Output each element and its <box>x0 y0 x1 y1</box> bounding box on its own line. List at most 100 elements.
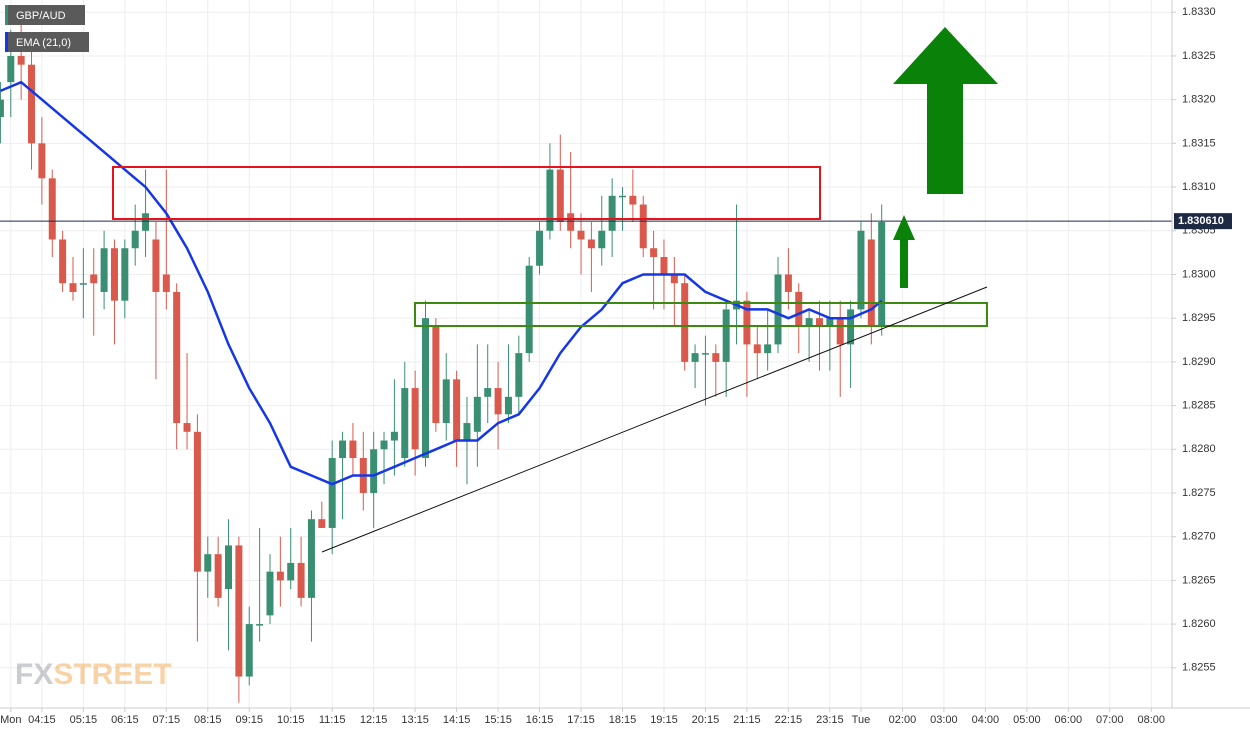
candle-body <box>784 274 792 292</box>
candle-body <box>17 55 25 65</box>
ema-line <box>0 80 883 486</box>
support-zone <box>414 302 988 327</box>
candle-body <box>225 545 233 590</box>
x-tick-label: 14:15 <box>443 714 471 726</box>
candle-body <box>193 431 201 572</box>
candle-body <box>484 388 492 397</box>
candle-body <box>69 283 77 292</box>
candle-body <box>48 178 56 240</box>
x-tick-label: 03:00 <box>930 714 958 726</box>
candle-body <box>307 519 315 598</box>
candle-body <box>214 554 222 598</box>
candle-body <box>691 353 699 362</box>
x-tick-label: 12:15 <box>360 714 388 726</box>
candle-body <box>442 379 450 424</box>
candle-body <box>867 239 875 327</box>
x-tick-label: 05:15 <box>70 714 98 726</box>
x-tick-label: 05:00 <box>1013 714 1041 726</box>
candle-body <box>463 423 471 441</box>
last-price-label: 1.830610 <box>1178 215 1224 227</box>
y-tick-label: 1.8325 <box>1182 50 1216 62</box>
y-tick-label: 1.8300 <box>1182 268 1216 280</box>
legend-swatch <box>5 32 8 52</box>
y-tick-label: 1.8280 <box>1182 443 1216 455</box>
candle-body <box>774 274 782 345</box>
candle-body <box>28 64 36 144</box>
candle-body <box>131 230 139 249</box>
plot <box>0 20 1172 703</box>
candle-body <box>681 283 689 362</box>
candle-body <box>795 291 803 327</box>
candle-body <box>494 388 502 415</box>
y-tick-label: 1.8320 <box>1182 94 1216 106</box>
y-tick-label: 1.8285 <box>1182 399 1216 411</box>
candle-body <box>660 256 668 275</box>
legend-box <box>5 5 85 25</box>
small-up-arrow <box>893 215 915 288</box>
candle-body <box>245 624 253 677</box>
x-tick-label: 19:15 <box>650 714 678 726</box>
axes: 1.83301.83251.83201.83151.83101.83051.83… <box>0 6 1232 726</box>
candle-body <box>204 554 212 572</box>
candle-body <box>0 99 4 118</box>
candle-body <box>422 318 430 459</box>
candle-body <box>650 248 658 257</box>
y-tick-label: 1.8275 <box>1182 487 1216 499</box>
candle-body <box>121 248 129 301</box>
legend-label: GBP/AUD <box>16 10 66 22</box>
legend-label: EMA (21,0) <box>16 37 71 49</box>
y-tick-label: 1.8295 <box>1182 312 1216 324</box>
candle-body <box>370 449 378 493</box>
candle-body <box>183 423 191 432</box>
candle-body <box>753 344 761 354</box>
candle-body <box>567 213 575 231</box>
candle-body <box>722 309 730 362</box>
y-tick-label: 1.8310 <box>1182 181 1216 193</box>
candle-body <box>577 230 585 240</box>
x-tick-label: 16:15 <box>526 714 554 726</box>
last-price-box <box>1174 213 1232 230</box>
x-tick-label: 13:15 <box>401 714 429 726</box>
candle-body <box>536 230 544 266</box>
trendline <box>321 286 988 553</box>
y-tick-label: 1.8330 <box>1182 6 1216 18</box>
x-tick-label: 06:15 <box>111 714 139 726</box>
candle-body <box>349 440 357 459</box>
watermark: FXSTREET <box>15 658 172 691</box>
candle-body <box>79 283 87 285</box>
candle-body <box>743 300 751 345</box>
candle-body <box>110 248 118 301</box>
candle-body <box>432 326 440 424</box>
candle-body <box>162 274 170 292</box>
candle-body <box>639 204 647 249</box>
x-tick-label: 08:00 <box>1137 714 1165 726</box>
x-tick-label: 07:00 <box>1096 714 1124 726</box>
x-tick-label: 04:15 <box>28 714 56 726</box>
candle-body <box>618 195 626 198</box>
x-tick-label: 20:15 <box>692 714 720 726</box>
candle-body <box>598 230 606 249</box>
candle-body <box>401 388 409 459</box>
candle-body <box>701 353 709 355</box>
candle-body <box>152 239 160 292</box>
legend-box <box>5 32 89 52</box>
candle-body <box>328 458 336 528</box>
candle-body <box>411 388 419 450</box>
candle-body <box>390 431 398 441</box>
candle-body <box>276 571 284 581</box>
x-tick-label: 06:00 <box>1055 714 1083 726</box>
candle-body <box>142 213 150 231</box>
candle-body <box>297 562 305 598</box>
candle-body <box>629 195 637 205</box>
candle-body <box>453 379 461 441</box>
legend-swatch <box>5 5 8 25</box>
candle-body <box>38 143 46 179</box>
x-tick-label: 08:15 <box>194 714 222 726</box>
x-tick-label: 09:15 <box>235 714 263 726</box>
candle-body <box>515 353 523 397</box>
candle-body <box>235 545 243 677</box>
candle-body <box>857 230 865 310</box>
x-tick-label: 18:15 <box>609 714 637 726</box>
candle-body <box>826 318 834 327</box>
candle-body <box>256 624 264 626</box>
